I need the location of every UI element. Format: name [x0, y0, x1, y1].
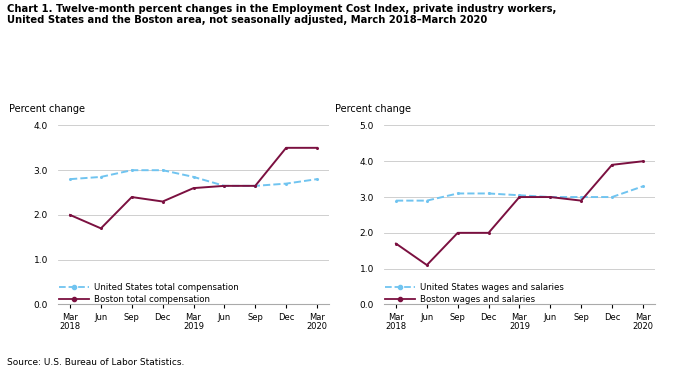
Legend: United States total compensation, Boston total compensation: United States total compensation, Boston…	[59, 283, 238, 304]
Legend: United States wages and salaries, Boston wages and salaries: United States wages and salaries, Boston…	[385, 283, 564, 304]
Text: Chart 1. Twelve-month percent changes in the Employment Cost Index, private indu: Chart 1. Twelve-month percent changes in…	[7, 4, 556, 25]
Text: Source: U.S. Bureau of Labor Statistics.: Source: U.S. Bureau of Labor Statistics.	[7, 358, 184, 367]
Text: Percent change: Percent change	[9, 104, 85, 114]
Text: Percent change: Percent change	[335, 104, 411, 114]
